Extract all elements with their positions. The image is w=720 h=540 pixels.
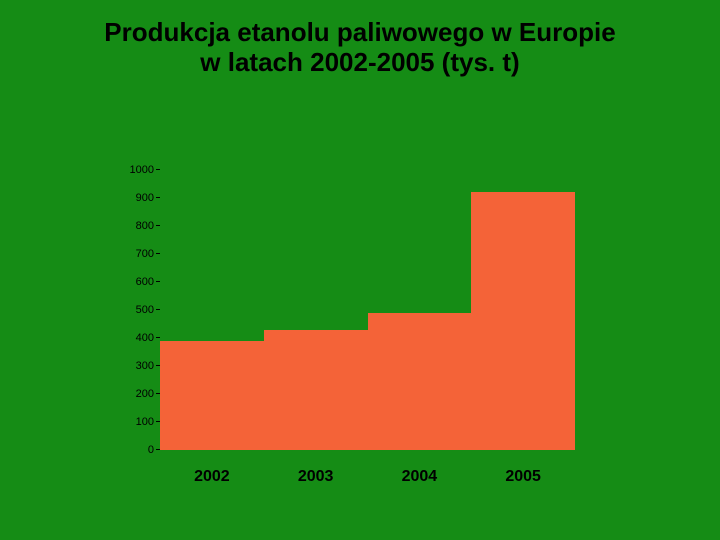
y-tick-mark [156,253,160,254]
y-tick-mark [156,365,160,366]
y-tick-label: 900 [136,192,160,204]
y-tick-mark [156,449,160,450]
slide: Produkcja etanolu paliwowego w Europie w… [0,0,720,540]
y-tick-mark [156,309,160,310]
bar [471,192,575,450]
y-tick-label: 300 [136,360,160,372]
y-tick-mark [156,225,160,226]
y-tick-label: 700 [136,248,160,260]
bar [264,330,368,450]
y-tick-label: 200 [136,388,160,400]
x-axis-label: 2003 [264,468,368,486]
y-tick-label: 100 [136,416,160,428]
y-tick-mark [156,421,160,422]
y-tick-mark [156,169,160,170]
y-tick-mark [156,197,160,198]
y-tick-mark [156,337,160,338]
bar [160,341,264,450]
x-axis-label: 2005 [471,468,575,486]
y-tick-mark [156,281,160,282]
y-tick-label: 400 [136,332,160,344]
title-line-1: Produkcja etanolu paliwowego w Europie [104,17,615,47]
y-tick-label: 0 [148,444,160,456]
y-tick-label: 500 [136,304,160,316]
y-tick-label: 600 [136,276,160,288]
y-tick-label: 1000 [130,164,160,176]
y-tick-mark [156,393,160,394]
title-line-2: w latach 2002-2005 (tys. t) [200,47,519,77]
bar [368,313,472,450]
y-tick-label: 800 [136,220,160,232]
x-axis-label: 2002 [160,468,264,486]
x-axis-label: 2004 [368,468,472,486]
bar-chart: 0100200300400500600700800900100020022003… [160,170,575,450]
chart-title: Produkcja etanolu paliwowego w Europie w… [0,18,720,78]
plot-area [160,170,575,450]
